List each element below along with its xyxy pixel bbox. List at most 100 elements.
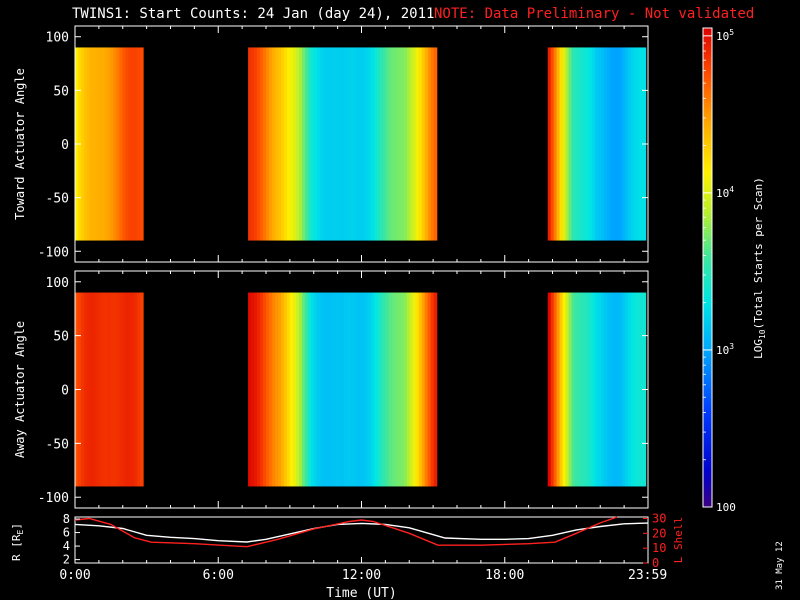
heat-column — [373, 47, 378, 241]
colorbar-label: LOG10(Total Starts per Scan) — [752, 177, 767, 359]
heat-column — [248, 292, 252, 487]
heat-column — [367, 47, 372, 241]
heat-column — [316, 47, 321, 241]
heat-column — [615, 292, 620, 487]
y-tick-label: -100 — [38, 491, 69, 506]
heat-column — [98, 292, 103, 487]
heat-column — [367, 292, 372, 487]
heat-column — [284, 47, 288, 241]
heat-column — [574, 292, 578, 487]
heat-column — [627, 292, 632, 487]
r-series-line — [74, 522, 649, 543]
heat-column — [128, 47, 132, 241]
heat-column — [391, 47, 396, 241]
heat-column — [301, 292, 306, 487]
heat-column — [412, 292, 417, 487]
right-y-tick-label: 10 — [652, 541, 666, 555]
heat-column — [95, 47, 100, 241]
colorbar-gradient — [702, 27, 713, 508]
heat-column — [119, 47, 123, 241]
heat-column — [382, 292, 387, 487]
heat-column — [568, 292, 573, 487]
heat-column — [612, 292, 617, 487]
heat-column — [618, 47, 623, 241]
heat-column — [361, 47, 366, 241]
heat-column — [281, 47, 285, 241]
heat-column — [263, 47, 267, 241]
heat-column — [322, 47, 327, 241]
heat-column — [275, 47, 279, 241]
heat-column — [281, 292, 285, 487]
away-angle-panel: 100 50 0 -50 -100 Away Actuator Angle — [13, 270, 649, 509]
heat-column — [110, 292, 115, 487]
heat-column — [340, 292, 345, 487]
heat-column — [310, 47, 315, 241]
page-title: TWINS1: Start Counts: 24 Jan (day 24), 2… — [72, 6, 435, 22]
heat-column — [349, 292, 354, 487]
y-tick-label: -50 — [46, 437, 69, 452]
heat-column — [80, 292, 85, 487]
heat-column — [98, 47, 103, 241]
left-axis-label: R [RE] — [10, 523, 25, 561]
heat-column — [322, 292, 327, 487]
heat-column — [394, 47, 399, 241]
heat-column — [83, 292, 88, 487]
heat-column — [328, 292, 333, 487]
heat-column — [633, 292, 638, 487]
heat-column — [340, 47, 345, 241]
heat-column — [137, 47, 141, 241]
heat-column — [556, 47, 561, 241]
y-axis-label: Away Actuator Angle — [13, 321, 27, 458]
heat-column — [586, 47, 590, 241]
heat-column — [113, 292, 118, 487]
heat-column — [278, 47, 282, 241]
heat-column — [580, 292, 584, 487]
y-axis-label: Toward Actuator Angle — [13, 68, 27, 220]
heat-column — [287, 47, 291, 241]
heat-column — [95, 292, 100, 487]
heat-column — [313, 292, 318, 487]
heat-column — [113, 47, 118, 241]
heat-column — [618, 292, 623, 487]
x-tick-label: 23:59 — [628, 568, 667, 583]
heat-column — [391, 292, 396, 487]
heat-column — [101, 47, 106, 241]
x-tick-label: 0:00 — [59, 568, 90, 583]
heat-column — [385, 292, 390, 487]
heat-column — [364, 47, 369, 241]
heat-column — [385, 47, 390, 241]
heat-column — [251, 47, 255, 241]
heat-column — [290, 47, 294, 241]
heat-column — [346, 47, 351, 241]
heat-column — [394, 292, 399, 487]
heat-column — [116, 47, 120, 241]
heat-column — [559, 47, 564, 241]
heat-column — [412, 47, 417, 241]
heat-column — [430, 47, 435, 241]
colorbar-tick-label: 103 — [716, 342, 734, 357]
heat-column — [388, 47, 393, 241]
lshell-series-line — [74, 516, 618, 548]
heat-column — [624, 292, 629, 487]
heat-column — [325, 292, 330, 487]
heat-column — [418, 47, 423, 241]
heat-column — [86, 292, 91, 487]
heat-column — [101, 292, 106, 487]
heat-column — [83, 47, 88, 241]
heat-column — [89, 47, 94, 241]
heat-column — [325, 47, 330, 241]
heat-column — [556, 292, 561, 487]
left-y-tick-label: 4 — [63, 539, 70, 553]
heat-column — [636, 47, 641, 241]
heat-column — [639, 47, 644, 241]
heat-column — [110, 47, 115, 241]
heat-column — [251, 292, 255, 487]
heat-column — [595, 292, 599, 487]
heat-column — [128, 292, 132, 487]
heat-column — [583, 47, 587, 241]
heat-column — [343, 292, 348, 487]
y-tick-label: -50 — [46, 192, 69, 207]
heat-column — [140, 47, 144, 241]
heat-column — [104, 292, 109, 487]
heat-column — [400, 292, 405, 487]
